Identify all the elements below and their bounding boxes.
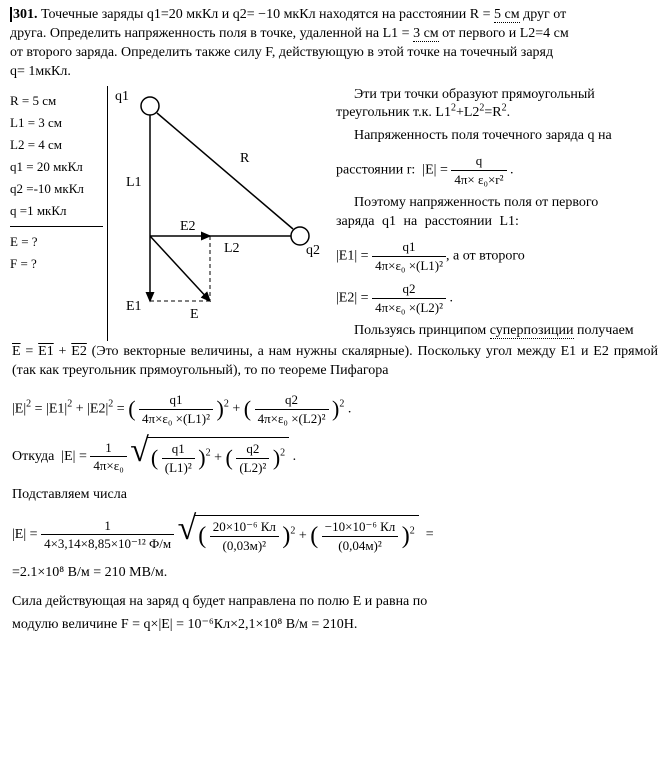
- given-divider: [10, 226, 103, 227]
- problem-line4: q= 1мкКл.: [10, 64, 71, 79]
- subst-label: Подставляем числа: [10, 484, 660, 507]
- solution-right: Эти три точки образуют прямоугольный тре…: [330, 86, 660, 342]
- sol-p3c: , а от второго: [446, 248, 525, 263]
- problem-number: 301.: [10, 7, 38, 22]
- force-line2: модулю величине F = q×|E| = 10⁻⁶Кл×2,1×1…: [10, 614, 660, 637]
- problem-statement: 301. Точечные заряды q1=20 мкКл и q2= −1…: [10, 6, 660, 82]
- svg-text:q1: q1: [115, 89, 129, 104]
- given-panel: R = 5 см L1 = 3 см L2 = 4 см q1 = 20 мкК…: [10, 86, 108, 342]
- problem-line1a: Точечные заряды q1=20 мкКл и q2= −10 мкК…: [41, 7, 494, 22]
- solution-full: E = E1 + E2 (Это векторные величины, а н…: [10, 341, 660, 383]
- given-L2: L2 = 4 см: [10, 134, 103, 156]
- superposition-link: суперпозиции: [490, 323, 574, 339]
- svg-text:L1: L1: [126, 175, 142, 190]
- problem-line2b: от первого и L2=4 см: [439, 26, 569, 41]
- sol-p2: Напряженность поля точечного заряда q на: [354, 128, 612, 143]
- frac-E1: q1 4π×ε₀ ×(L1)²: [372, 238, 446, 274]
- sol-p1d: =R: [484, 105, 501, 120]
- given-q: q =1 мкКл: [10, 200, 103, 222]
- r-value-dotted: 5 см: [494, 7, 520, 23]
- frac-E: q 4π× ε₀×r²: [451, 152, 506, 188]
- svg-text:q2: q2: [306, 243, 320, 258]
- given-E: E = ?: [10, 231, 103, 253]
- svg-text:E: E: [190, 307, 199, 322]
- sol-p1b: треугольник т.к. L1: [336, 105, 451, 120]
- sol-p3: Поэтому напряженность поля от первого: [354, 195, 598, 210]
- sol-p2b: расстоянии r:: [336, 163, 415, 178]
- whence-label: Откуда: [12, 449, 54, 464]
- problem-line1b: друг от: [520, 7, 567, 22]
- sol-p5: (Это векторные величины, а нам нужны ска…: [12, 344, 658, 378]
- sol-p4b: получаем: [574, 323, 634, 338]
- eq-pythagoras: |E|2 = |E1|2 + |E2|2 = ( q14π×ε₀ ×(L1)² …: [10, 389, 660, 429]
- given-q2: q2 =-10 мкКл: [10, 178, 103, 200]
- given-R: R = 5 см: [10, 90, 103, 112]
- diagram: q1 q2 R L1 E2 L2 E1 E: [110, 86, 330, 342]
- eq-numbers: |E| = 14×3,14×8,85×10⁻¹² Ф/м √ ( 20×10⁻⁶…: [10, 513, 660, 556]
- sol-p1c: +L2: [456, 105, 479, 120]
- problem-line3: от второго заряда. Определить также силу…: [10, 45, 553, 60]
- svg-text:E2: E2: [180, 219, 196, 234]
- result-line: =2.1×10⁸ В/м = 210 МВ/м.: [10, 562, 660, 585]
- force-line1: Сила действующая на заряд q будет направ…: [10, 591, 660, 614]
- eq-whence: Откуда |E| = 14π×ε₀ √ ( q1(L1)² )2 + ( q…: [10, 435, 660, 478]
- given-q1: q1 = 20 мкКл: [10, 156, 103, 178]
- sol-p4a: Пользуясь принципом: [354, 323, 490, 338]
- svg-text:R: R: [240, 151, 250, 166]
- svg-text:L2: L2: [224, 241, 240, 256]
- problem-line2a: друга. Определить напряженность поля в т…: [10, 26, 413, 41]
- l1-value-dotted: 3 см: [413, 26, 439, 42]
- given-F: F = ?: [10, 253, 103, 275]
- svg-text:E1: E1: [126, 299, 142, 314]
- sol-p1a: Эти три точки образуют прямоугольный: [354, 87, 595, 102]
- frac-E2: q2 4π×ε₀ ×(L2)²: [372, 280, 446, 316]
- given-L1: L1 = 3 см: [10, 112, 103, 134]
- sol-p3b: заряда q1 на расстоянии L1:: [336, 214, 519, 229]
